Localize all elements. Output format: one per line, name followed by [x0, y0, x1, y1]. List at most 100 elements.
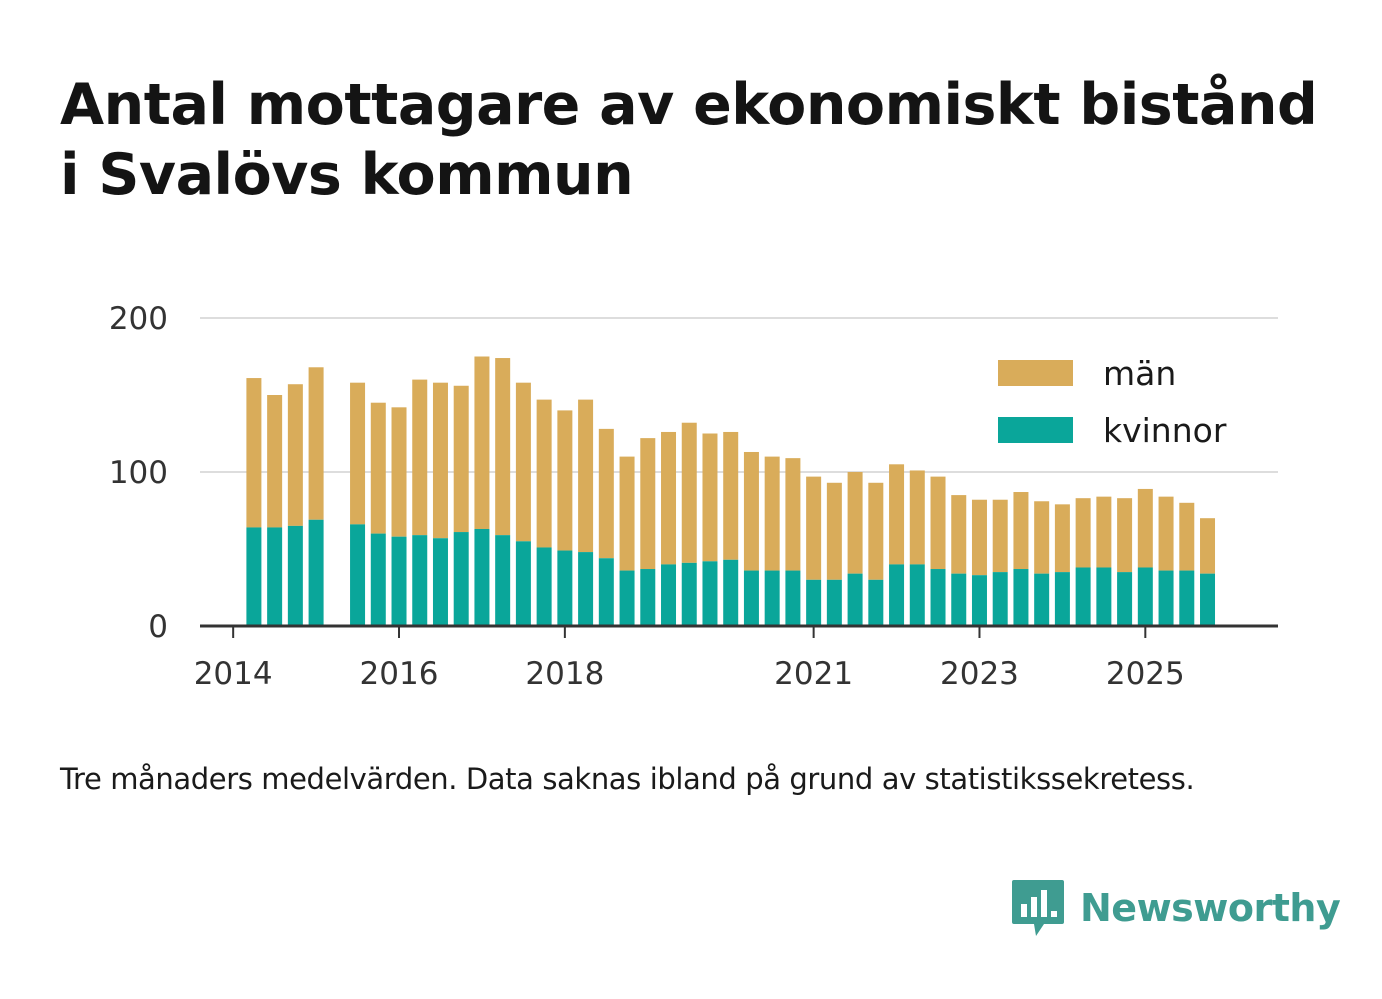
chart-title: Antal mottagare av ekonomiskt bistånd i …	[60, 72, 1318, 208]
bar-kvinnor	[951, 573, 967, 626]
bar-kvinnor	[971, 575, 987, 626]
bar-man	[1179, 502, 1195, 571]
x-tick-label: 2014	[194, 656, 273, 692]
bar-kvinnor	[267, 527, 283, 626]
bar-kvinnor	[806, 579, 822, 626]
bar-kvinnor	[391, 536, 407, 626]
bar-kvinnor	[1054, 572, 1070, 626]
bar-kvinnor	[1137, 567, 1153, 626]
brand-logo: Newsworthy	[1010, 878, 1341, 938]
bar-man	[308, 367, 324, 520]
bar-kvinnor	[868, 579, 884, 626]
bar-kvinnor	[1096, 567, 1112, 626]
bar-man	[246, 378, 262, 528]
bar-kvinnor	[578, 552, 594, 626]
bar-man	[1200, 518, 1216, 574]
bar-man	[847, 472, 863, 574]
bar-man	[1054, 504, 1070, 573]
bar-kvinnor	[350, 524, 366, 626]
bar-kvinnor	[515, 541, 531, 626]
bar-man	[536, 399, 552, 548]
bar-kvinnor	[743, 570, 759, 626]
bar-man	[661, 431, 677, 565]
bar-man	[1117, 498, 1133, 573]
bar-man	[951, 495, 967, 574]
bar-kvinnor	[557, 550, 573, 626]
bar-kvinnor	[1158, 570, 1174, 626]
bar-kvinnor	[287, 525, 303, 626]
bar-kvinnor	[308, 519, 324, 626]
bar-kvinnor	[495, 535, 511, 626]
bar-man	[702, 433, 718, 562]
bar-man	[826, 482, 842, 580]
bar-man	[909, 470, 925, 565]
x-tick-label: 2021	[774, 656, 853, 692]
bar-kvinnor	[661, 564, 677, 626]
legend-swatch	[998, 360, 1073, 386]
bar-man	[1075, 498, 1091, 568]
bar-kvinnor	[847, 573, 863, 626]
bar-man	[267, 395, 283, 528]
bar-kvinnor	[598, 558, 614, 626]
bar-man	[1137, 488, 1153, 568]
bar-man	[992, 499, 1008, 573]
bar-kvinnor	[619, 570, 635, 626]
bar-man	[598, 428, 614, 559]
bar-man	[474, 356, 490, 529]
bar-man	[640, 438, 656, 570]
bar-kvinnor	[785, 570, 801, 626]
bar-kvinnor	[412, 535, 428, 626]
bar-man	[930, 476, 946, 570]
x-tick-label: 2023	[940, 656, 1019, 692]
bar-man	[412, 379, 428, 536]
bar-kvinnor	[1034, 573, 1050, 626]
bar-man	[515, 382, 531, 542]
bar-man	[681, 422, 697, 563]
legend-label: kvinnor	[1103, 411, 1227, 450]
y-tick-label: 0	[148, 609, 168, 645]
bar-man	[287, 384, 303, 526]
bar-man	[785, 458, 801, 571]
brand-name: Newsworthy	[1080, 886, 1341, 930]
bar-kvinnor	[432, 538, 448, 626]
bar-kvinnor	[370, 533, 386, 626]
bar-man	[432, 382, 448, 539]
bar-kvinnor	[681, 562, 697, 626]
footnote: Tre månaders medelvärden. Data saknas ib…	[60, 762, 1195, 796]
bar-man	[370, 402, 386, 534]
y-tick-label: 100	[109, 455, 168, 491]
legend-swatch	[998, 417, 1073, 443]
bar-kvinnor	[702, 561, 718, 626]
bar-man	[889, 464, 905, 565]
bar-man	[453, 385, 469, 533]
bar-man	[578, 399, 594, 553]
bar-man	[971, 499, 987, 576]
bar-kvinnor	[930, 569, 946, 626]
bar-kvinnor	[453, 532, 469, 626]
bar-kvinnor	[826, 579, 842, 626]
bar-kvinnor	[723, 559, 739, 626]
bar-kvinnor	[1013, 569, 1029, 626]
bar-man	[350, 382, 366, 525]
bar-man	[743, 451, 759, 571]
bar-man	[391, 407, 407, 537]
bar-man	[806, 476, 822, 580]
bar-man	[1158, 496, 1174, 571]
bar-kvinnor	[640, 569, 656, 626]
bar-kvinnor	[1075, 567, 1091, 626]
bar-kvinnor	[536, 547, 552, 626]
bar-kvinnor	[992, 572, 1008, 626]
x-tick-label: 2018	[525, 656, 604, 692]
bar-man	[495, 358, 511, 536]
bar-man	[557, 410, 573, 551]
bar-kvinnor	[909, 564, 925, 626]
bar-kvinnor	[474, 528, 490, 626]
bar-chart-speech-bubble-icon	[1012, 880, 1064, 936]
bar-kvinnor	[1117, 572, 1133, 626]
y-tick-label: 200	[109, 301, 168, 337]
bar-man	[723, 431, 739, 560]
bar-kvinnor	[764, 570, 780, 626]
bar-man	[1096, 496, 1112, 568]
bar-man	[868, 482, 884, 580]
